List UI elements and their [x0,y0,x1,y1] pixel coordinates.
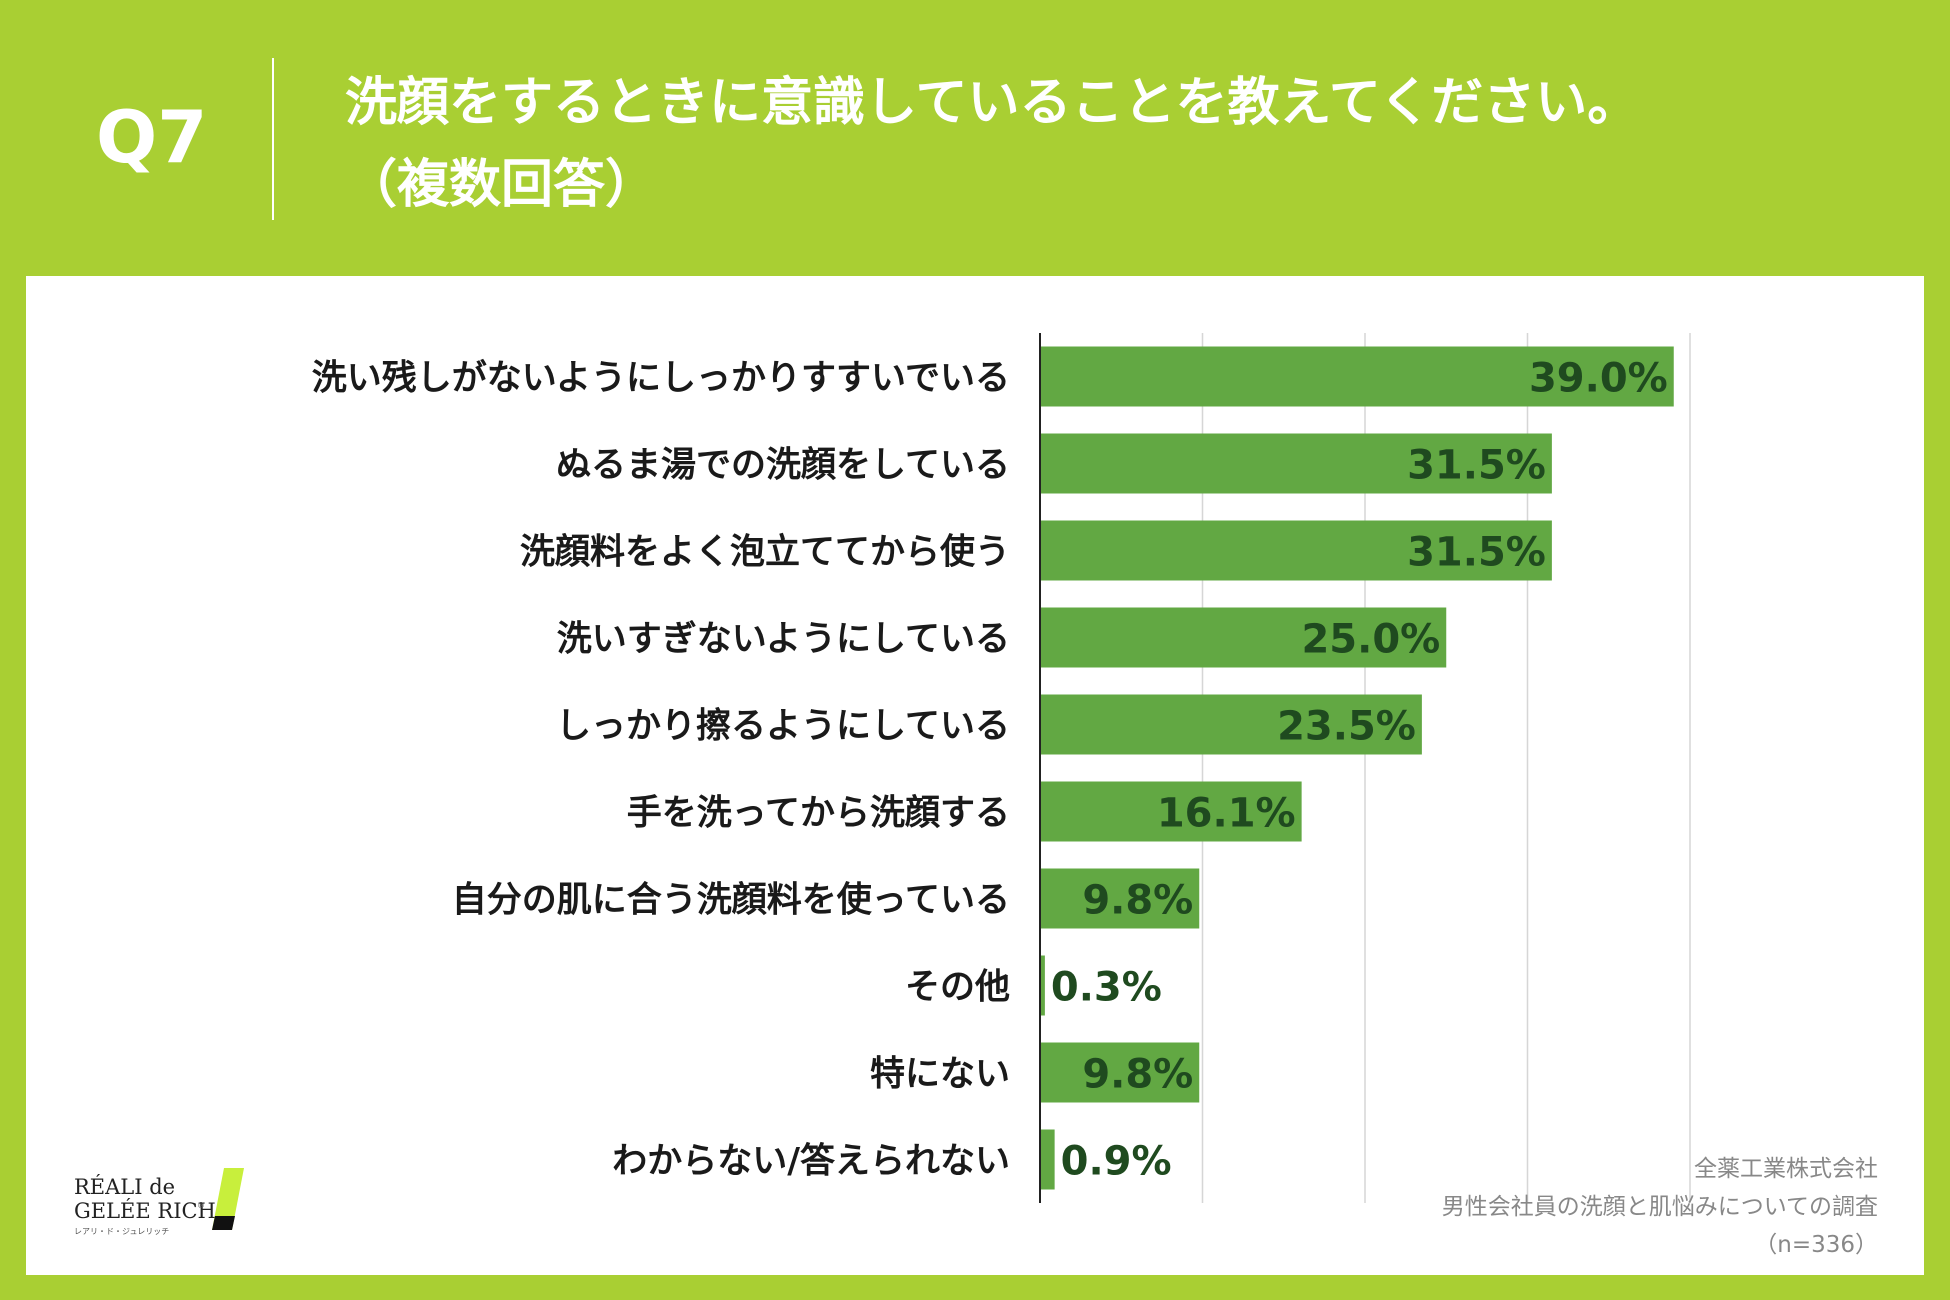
bars [1040,346,1674,1190]
value-labels: 39.0% 31.5% 31.5% 25.0% 23.5% 16.1% 9.8% 0.3% 9.… [1051,356,1668,1185]
category-label: 洗いすぎないようにしている [557,620,1010,660]
bar [1040,346,1674,407]
bar [1040,520,1552,581]
logo-line1: RÉALI de [74,1175,175,1199]
category-label: 洗い残しがないようにしっかりすすいでいる [312,359,1010,399]
category-label: わからない/答えられない [612,1142,1010,1182]
bar [1040,607,1447,668]
category-label: 自分の肌に合う洗顔料を使っている [452,881,1010,921]
category-label: 手を洗ってから洗顔する [627,794,1010,834]
question-title: 洗顔をするときに意識していることを教えてください。 （複数回答） [345,62,1639,226]
logo-stick-base [212,1216,235,1230]
category-labels: 洗い残しがないようにしっかりすすいでいるぬるま湯での洗顔をしている洗顔料をよく泡… [312,359,1010,1182]
question-text: 洗顔をするときに意識していることを教えてください。 [345,73,1640,133]
question-number: Q7 [96,95,208,179]
bar [1040,694,1422,755]
value-label: 39.0% [1529,356,1668,402]
value-label: 0.3% [1051,965,1162,1011]
value-label: 23.5% [1277,704,1416,750]
category-label: 洗顔料をよく泡立ててから使う [520,533,1010,573]
value-label: 31.5% [1407,443,1546,489]
source-company: 全薬工業株式会社 [1694,1156,1878,1182]
value-label: 31.5% [1407,530,1546,576]
value-label: 9.8% [1082,1052,1193,1098]
bar [1040,955,1045,1016]
brand-logo: RÉALI de GELÉE RICH ® レアリ・ド・ジュレリッチ [74,1168,244,1236]
bar [1040,1129,1055,1190]
source-sample: （n=336） [1754,1232,1878,1258]
bar [1040,1042,1200,1103]
source-survey: 男性会社員の洗顔と肌悩みについての調査 [1441,1194,1878,1220]
category-label: ぬるま湯での洗顔をしている [556,446,1010,486]
category-label: その他 [905,968,1010,1008]
logo-stick-mark [212,1168,244,1230]
logo-line2: GELÉE RICH [74,1199,216,1223]
bar [1040,433,1552,494]
logo-kana: レアリ・ド・ジュレリッチ [74,1227,169,1236]
source-note: 全薬工業株式会社 男性会社員の洗顔と肌悩みについての調査 （n=336） [1442,1150,1878,1264]
category-label: しっかり擦るようにしている [556,707,1010,747]
chart-card [26,276,1924,1275]
bar [1040,781,1302,842]
header-divider [272,58,274,220]
value-label: 0.9% [1061,1139,1172,1185]
bar [1040,868,1200,929]
question-subtitle: （複数回答） [345,155,658,215]
category-label: 特にない [870,1055,1010,1095]
value-label: 25.0% [1301,617,1440,663]
value-label: 16.1% [1157,791,1296,837]
logo-registered: ® [197,1201,205,1210]
header: Q7 洗顔をするときに意識していることを教えてください。 （複数回答） [0,0,1950,270]
value-label: 9.8% [1082,878,1193,924]
